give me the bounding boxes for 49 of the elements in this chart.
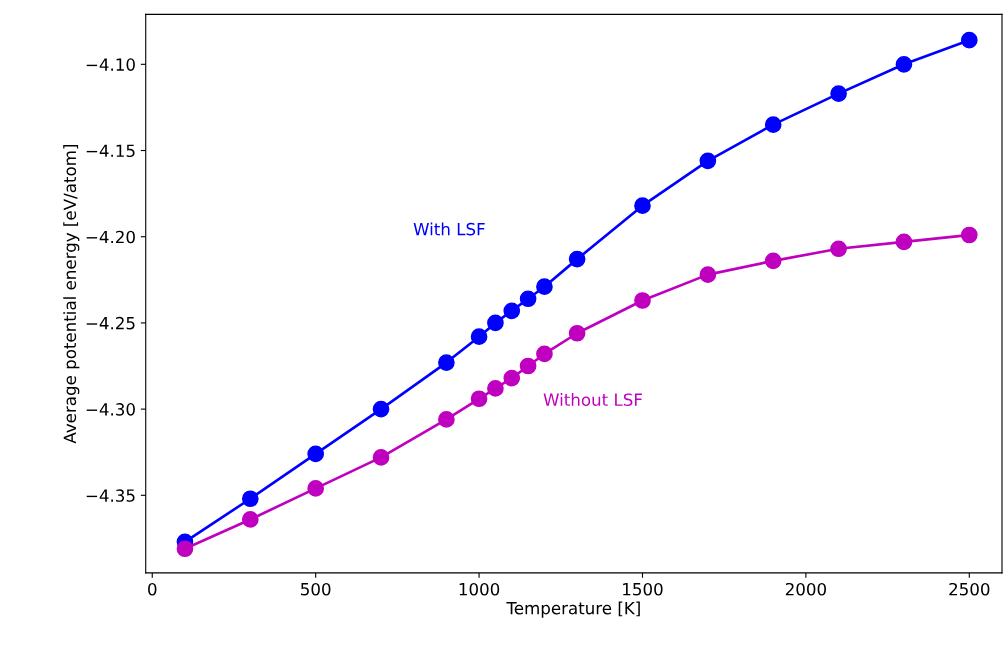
point [895,233,913,251]
point [307,480,325,497]
y-tick-label: −4.15 [86,144,135,158]
point [372,400,390,418]
point [536,278,553,296]
point [519,290,537,308]
point [503,302,521,320]
point [470,390,488,408]
point [895,55,913,73]
point [699,266,717,283]
point [503,369,521,387]
point [487,380,504,397]
x-tick-label: 1000 [459,582,500,596]
point [470,328,488,346]
point [568,324,586,342]
point [241,511,259,528]
point [536,345,553,363]
series-label: Without LSF [543,393,642,406]
y-tick-label: −4.20 [86,230,135,244]
x-tick-label: 2500 [949,582,990,596]
y-axis-title: Average potential energy [eV/atom] [63,145,80,444]
point [634,292,651,309]
point [176,540,194,558]
point [438,354,455,371]
point [438,411,455,428]
y-tick-label: −4.35 [86,489,135,502]
point [960,226,978,244]
x-axis-title: Temperature [K] [506,601,640,618]
x-tick-label: 0 [148,582,157,596]
point [764,252,782,270]
x-tick-label: 1500 [623,582,663,596]
point [830,85,847,102]
text: With LSF [413,222,485,236]
point [519,357,537,375]
point [699,152,717,170]
point [241,490,259,508]
y-tick-label: −4.25 [86,316,135,330]
point [307,445,325,463]
point [830,240,847,258]
point [634,197,651,215]
x-tick-label: 2000 [785,582,826,596]
y-tick-label: −4.30 [86,403,135,416]
x-tick-label: 500 [301,582,331,596]
y-tick-label: −4.10 [86,58,135,71]
point [764,116,782,133]
point [960,31,978,49]
point [568,250,586,268]
point [372,449,390,466]
point [487,314,504,332]
